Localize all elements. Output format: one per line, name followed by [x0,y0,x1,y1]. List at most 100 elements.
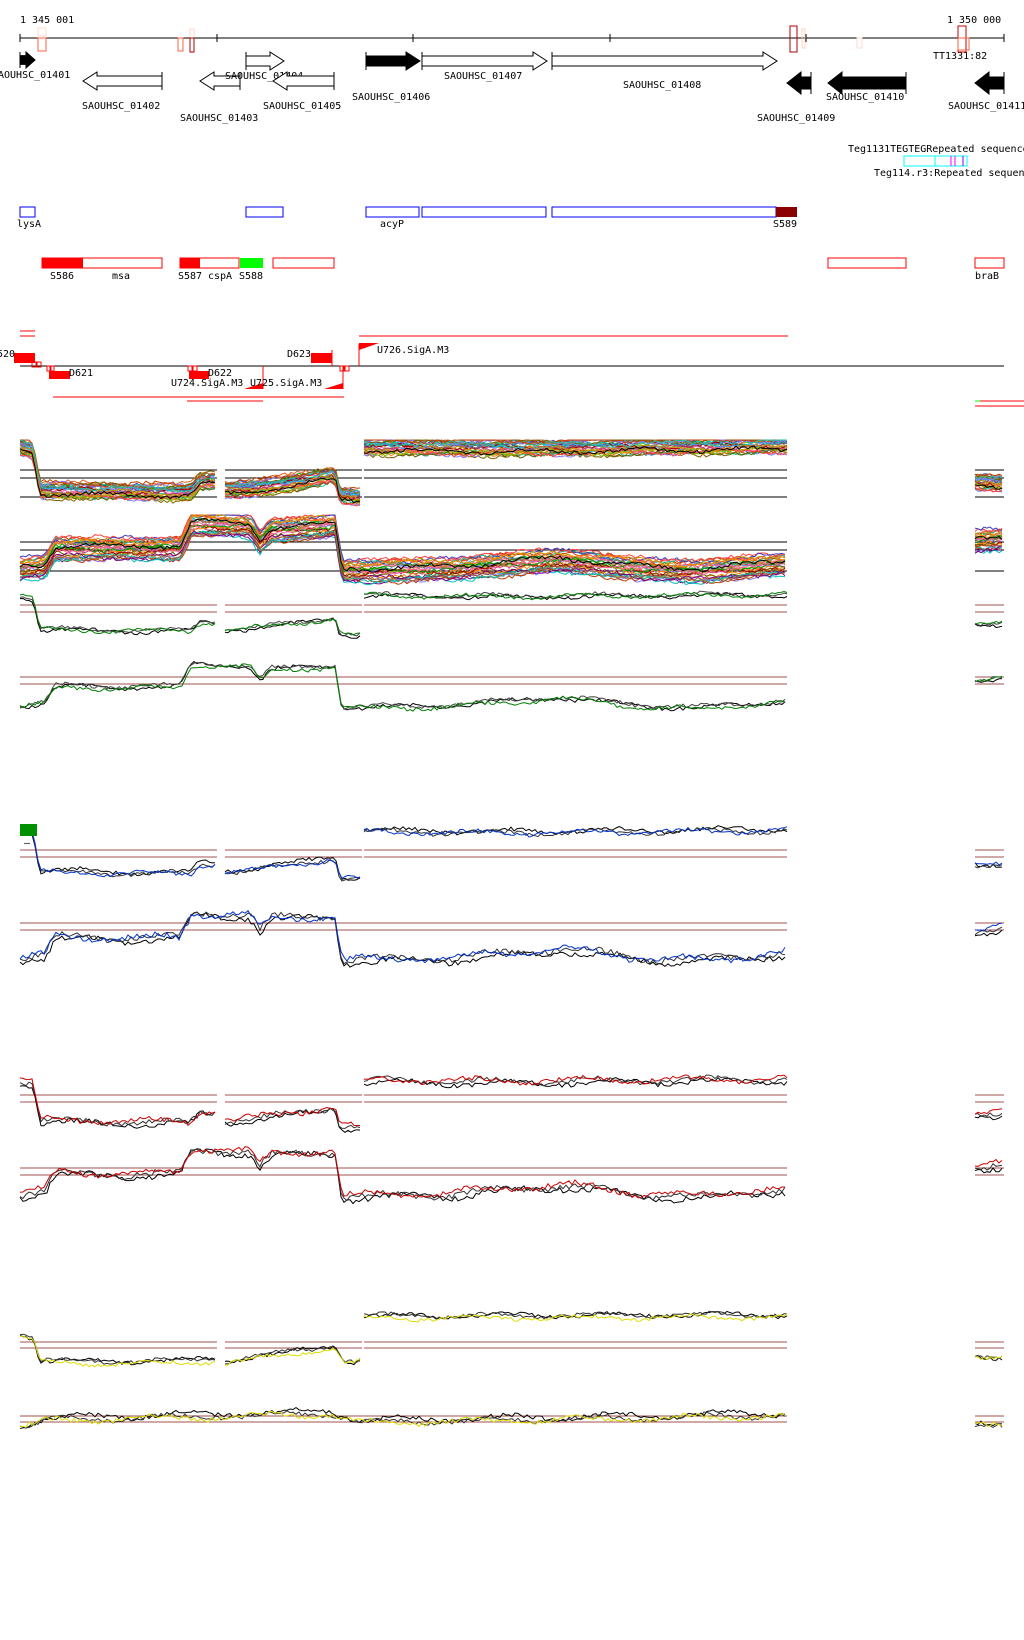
promoter-box[interactable] [14,353,35,363]
operon-track: lysA acyP S589 [17,206,797,230]
transcript-box[interactable] [272,257,335,269]
expression-line [19,529,786,584]
site-mark [344,365,350,372]
ruler-mark[interactable] [957,37,970,51]
operon-box[interactable] [776,207,797,217]
arrow-right-icon[interactable] [365,51,421,71]
gene-7[interactable]: SAOUHSC_01408 [551,51,778,91]
arrow-left-icon[interactable] [974,70,1005,96]
expression-line [974,531,1003,537]
ruler-mark[interactable] [189,37,195,53]
expression-line [19,661,786,710]
promoter-label: U725.SigA.M3 [250,378,322,389]
operon-box[interactable] [245,206,284,218]
promoter-label: D623 [287,349,311,360]
gene-6[interactable]: SAOUHSC_01407 [421,51,548,82]
promoter-box[interactable] [311,353,332,363]
gene-5[interactable]: SAOUHSC_01406 [352,51,430,103]
transcript-box[interactable] [42,258,83,268]
gene-1[interactable]: SAOUHSC_01402 [82,71,163,112]
expression-line [19,529,786,582]
transcript-label: msa [112,271,130,282]
arrow-left-icon[interactable] [827,70,907,96]
transcript-label: S588 [239,271,263,282]
operon-box[interactable] [365,206,420,218]
expression-line [19,514,786,568]
gene-9[interactable]: SAOUHSC_01410 [826,70,907,103]
expression-line [363,1313,788,1323]
expression-line [19,663,786,712]
arrow-left-icon[interactable] [786,70,812,96]
ruler-mark[interactable] [856,37,863,49]
ruler-mark[interactable] [37,37,47,52]
repeat-track: Teg1131TEGTEGRepeated sequence Teg114.r3… [848,144,1024,179]
transcript-box[interactable] [974,257,1005,269]
transcript-label: braB [975,271,999,282]
expression-panel [19,1074,1004,1134]
expression-line [974,537,1003,542]
expression-line [19,518,786,573]
expression-line [19,593,216,635]
ruler-mark[interactable] [37,27,47,37]
expression-line [974,475,1003,481]
expression-line [19,521,786,576]
arrow-right-icon[interactable] [421,51,548,71]
expression-plots [19,439,1004,1430]
transcript-box[interactable] [827,257,907,269]
expression-line [974,545,1003,554]
transcript-box[interactable] [180,258,200,268]
expression-line [19,1146,786,1199]
expression-line [224,470,361,493]
ruler-mark[interactable] [957,25,967,53]
expression-line [974,540,1003,546]
expression-line [224,1347,361,1366]
expression-line [224,618,361,636]
promoter-box[interactable] [49,371,70,379]
arrow-left-icon[interactable] [82,71,163,91]
expression-line [20,831,216,877]
repeat-overlap-label: Teg1131TEGTEGRepeated sequence [848,144,1024,155]
ruler-mark[interactable] [801,28,806,49]
expression-line [974,473,1003,477]
expression-line [19,1081,216,1127]
ruler-end-label: 1 350 000 [947,15,1001,26]
expression-line [974,475,1003,480]
gene-4[interactable]: SAOUHSC_01405 [263,71,341,112]
gene-2[interactable]: SAOUHSC_01403 [180,71,258,124]
arrow-right-icon[interactable] [245,51,285,71]
ruler-mark[interactable] [189,28,195,53]
expression-line [974,864,1003,869]
operon-box[interactable] [551,206,777,218]
gene-10[interactable]: SAOUHSC_01411 [948,70,1024,112]
expression-line [974,1162,1003,1171]
expression-line [974,620,1003,625]
gene-label: SAOUHSC_01411 [948,101,1024,112]
expression-line [19,1333,216,1365]
condition-legend: – [20,824,37,849]
operon-box[interactable] [19,206,36,218]
expression-line [19,1410,786,1428]
gene-0[interactable]: AOUHSC_01401 [0,50,70,81]
expression-line [974,547,1003,553]
legend-swatch[interactable] [20,824,37,836]
ruler-mark[interactable] [177,37,184,52]
gene-3[interactable]: SAOUHSC_01404 [225,51,303,82]
gene-label: AOUHSC_01401 [0,70,70,81]
promoter-box[interactable] [189,371,209,379]
arrow-right-icon[interactable] [551,51,778,71]
gene-8[interactable]: SAOUHSC_01409 [757,70,835,124]
expression-line [974,479,1002,486]
operon-box[interactable] [421,206,547,218]
expression-line [224,859,361,880]
expression-line [974,527,1003,535]
ruler-mark[interactable] [789,25,798,53]
site-mark [187,365,193,372]
arrow-left-icon[interactable] [272,71,335,91]
expression-panel [19,909,1004,968]
transcript-box[interactable] [240,258,263,268]
expression-panel [19,514,1004,586]
gene-track: AOUHSC_01401 SAOUHSC_01402 SAOUHSC_01403 SA… [0,50,1024,124]
arrow-right-icon[interactable] [19,50,36,70]
arrow-left-icon[interactable] [199,71,241,91]
